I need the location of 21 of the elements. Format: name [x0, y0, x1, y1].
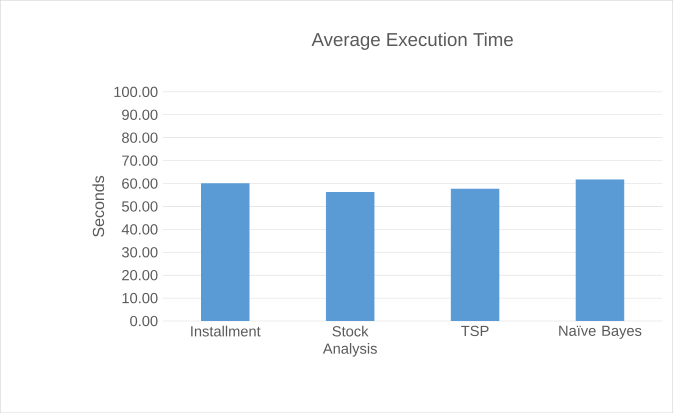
y-tick-label: 30.00 [122, 246, 158, 258]
y-tick-label: 10.00 [122, 292, 158, 304]
bar [326, 192, 374, 321]
bar [201, 183, 250, 321]
y-tick-label: 80.00 [122, 132, 158, 143]
y-tick-label: 100.00 [114, 86, 158, 97]
y-axis-title: Seconds [92, 176, 104, 237]
y-tick-label: 70.00 [122, 155, 158, 166]
y-tick-label: 90.00 [122, 110, 158, 120]
bar [576, 179, 624, 321]
x-tick-label: Stock Analysis [322, 326, 377, 357]
y-tick-label: 50.00 [122, 201, 158, 212]
y-tick-label: 0.00 [130, 316, 158, 326]
x-tick-label: Installment [191, 326, 261, 336]
chart-title: Average Execution Time [312, 32, 513, 50]
bar [450, 188, 500, 321]
y-tick-label: 20.00 [122, 270, 158, 280]
y-tick-label: 60.00 [122, 178, 158, 189]
y-tick-label: 40.00 [122, 224, 158, 234]
x-tick-label: TSP [461, 326, 489, 336]
x-tick-label: Naïve Bayes [559, 326, 642, 339]
